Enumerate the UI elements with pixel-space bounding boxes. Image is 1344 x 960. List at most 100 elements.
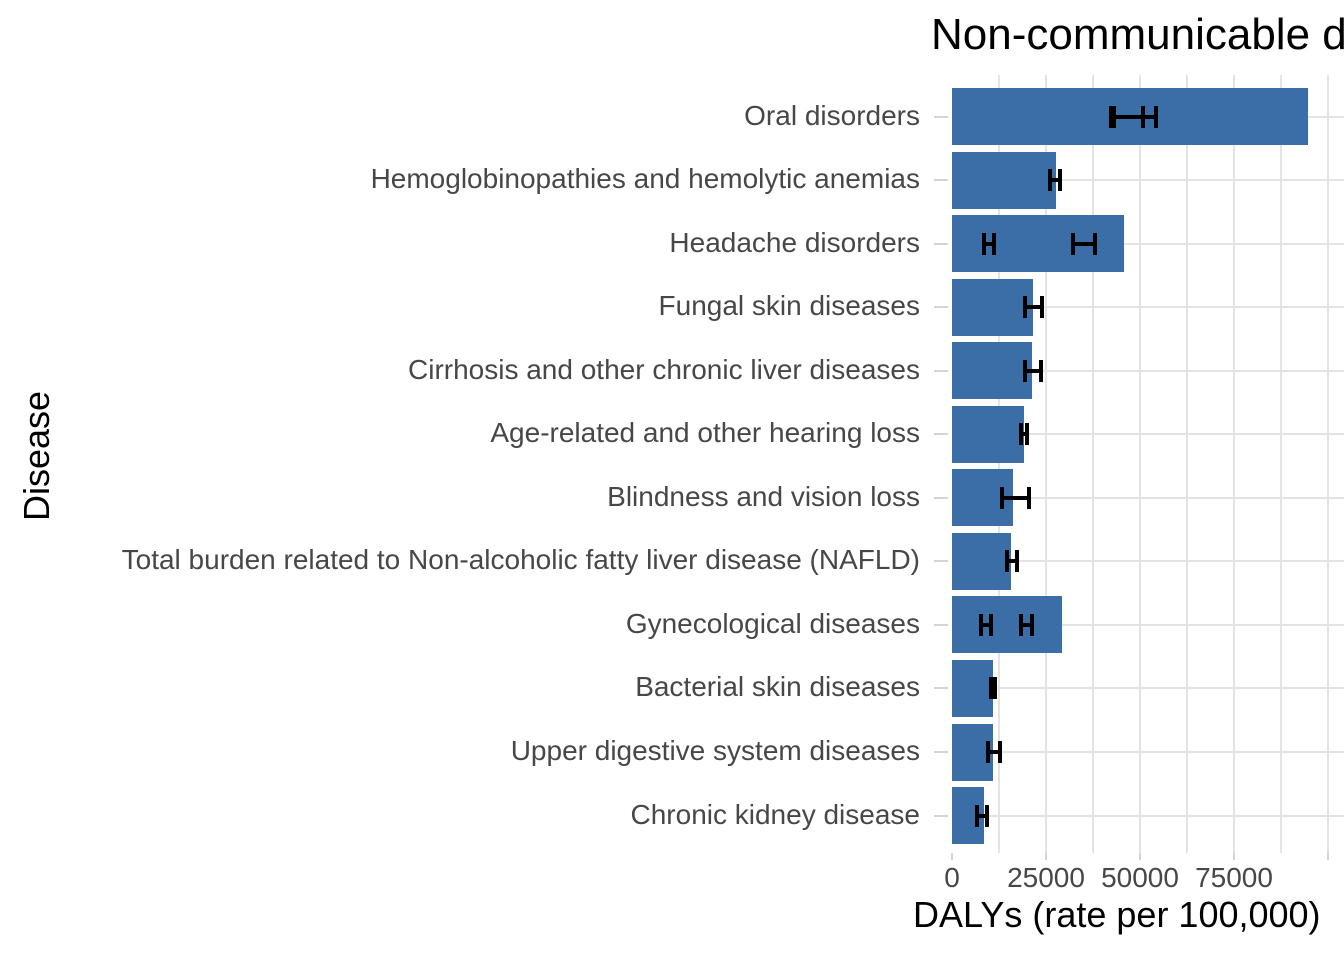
gridline-horizontal — [952, 496, 1344, 499]
bar — [952, 215, 1124, 273]
error-bar-cap — [1057, 169, 1062, 192]
y-axis-label: Age-related and other hearing loss — [490, 417, 920, 449]
error-bar-cap — [984, 804, 989, 827]
error-bar-cap — [1025, 423, 1030, 446]
gridline-horizontal — [952, 306, 1344, 309]
gridline-vertical — [1280, 75, 1282, 853]
bar — [952, 151, 1057, 209]
error-bar-line — [1021, 432, 1028, 437]
y-axis-label: Bacterial skin diseases — [635, 671, 920, 703]
gridline-horizontal — [952, 687, 1344, 690]
y-axis-tick — [934, 179, 948, 182]
chart-title: Non-communicable diseases — [931, 10, 1344, 59]
y-axis-tick — [934, 814, 948, 817]
gridline-horizontal — [952, 433, 1344, 436]
y-axis-tick — [934, 560, 948, 563]
error-bar-cap — [1019, 423, 1024, 446]
error-bar-cap — [1048, 169, 1053, 192]
y-axis-label: Headache disorders — [669, 226, 920, 258]
error-bar-cap — [1022, 296, 1027, 319]
y-axis-label: Fungal skin diseases — [658, 290, 920, 322]
error-bar-cap — [986, 741, 991, 763]
y-axis-tick — [934, 687, 948, 690]
bar — [952, 659, 993, 717]
gridline-horizontal — [952, 751, 1344, 753]
gridline-vertical — [1092, 75, 1094, 853]
y-axis-label: Cirrhosis and other chronic liver diseas… — [408, 353, 920, 385]
gridline-horizontal — [952, 242, 1344, 245]
error-bar-cap — [1070, 232, 1075, 255]
x-axis-tick-label: 50000 — [1101, 862, 1179, 893]
error-bar-cap — [1111, 105, 1116, 128]
error-bar-line — [1021, 622, 1033, 627]
x-axis-tick — [1233, 853, 1235, 860]
y-axis-tick — [934, 306, 948, 309]
error-bar-line — [1113, 114, 1157, 119]
error-bar-line — [1002, 495, 1030, 500]
x-axis-tick-label: 25000 — [1007, 862, 1085, 893]
error-bar-cap — [982, 232, 987, 255]
y-axis-label: Gynecological diseases — [625, 607, 920, 639]
x-axis-tick-label: 0 — [944, 862, 960, 893]
gridline-vertical — [1186, 75, 1188, 853]
error-bar-line — [984, 241, 995, 246]
error-bar-cap — [978, 613, 983, 636]
bar — [952, 405, 1024, 463]
y-axis-tick — [934, 433, 948, 436]
error-bar-cap — [1154, 105, 1159, 128]
y-axis-tick — [934, 751, 948, 753]
y-axis-tick — [934, 115, 948, 118]
error-bar-line — [1024, 305, 1042, 310]
x-axis-tick-label: 75000 — [1195, 862, 1273, 893]
error-bar-cap — [1030, 613, 1035, 636]
error-bar-cap — [974, 804, 979, 827]
gridline-horizontal — [952, 179, 1344, 182]
error-bar-line — [1006, 559, 1018, 564]
gridline-vertical — [1045, 75, 1047, 853]
x-axis-tick — [1045, 853, 1047, 860]
y-axis-label: Total burden related to Non-alcoholic fa… — [121, 544, 920, 576]
error-bar-line — [1024, 368, 1042, 373]
gridline-horizontal — [952, 814, 1344, 817]
y-axis-label: Chronic kidney disease — [630, 798, 921, 830]
gridline-vertical — [998, 75, 1000, 853]
y-axis-label: Oral disorders — [744, 99, 920, 131]
error-bar-cap — [992, 677, 997, 700]
error-bar-cap — [1039, 359, 1044, 382]
error-bar-cap — [1015, 550, 1020, 573]
y-axis-tick — [934, 623, 948, 626]
y-axis-tick — [934, 242, 948, 245]
error-bar-cap — [1022, 359, 1027, 382]
error-bar-line — [976, 813, 987, 818]
error-bar-line — [1072, 241, 1095, 246]
y-axis-label: Hemoglobinopathies and hemolytic anemias — [370, 163, 920, 195]
error-bar-cap — [998, 741, 1003, 763]
error-bar-cap — [992, 232, 997, 255]
y-axis-label: Upper digestive system diseases — [510, 735, 920, 766]
error-bar-cap — [1000, 486, 1004, 509]
gridline-vertical — [1233, 75, 1235, 853]
gridline-horizontal — [952, 623, 1344, 626]
error-bar-cap — [1039, 296, 1044, 319]
gridline-vertical — [1327, 75, 1329, 853]
error-bar-line — [980, 622, 992, 627]
y-axis-label: Blindness and vision loss — [607, 480, 920, 512]
x-axis-tick — [951, 853, 953, 860]
x-axis-tick — [1139, 853, 1141, 860]
y-axis-tick — [934, 369, 948, 372]
x-axis-title: DALYs (rate per 100,000) — [913, 894, 1321, 935]
error-bar-line — [988, 750, 1001, 754]
error-bar-cap — [1092, 232, 1097, 255]
gridline-horizontal — [952, 560, 1344, 563]
error-bar-cap — [989, 677, 994, 700]
bar — [952, 532, 1012, 590]
bar — [952, 596, 1062, 654]
error-bar-cap — [989, 613, 994, 636]
gridline-horizontal — [952, 369, 1344, 372]
error-bar-cap — [1027, 486, 1032, 509]
error-bar-cap — [1019, 613, 1024, 636]
bar — [952, 342, 1033, 400]
error-bar-line — [1050, 178, 1060, 183]
